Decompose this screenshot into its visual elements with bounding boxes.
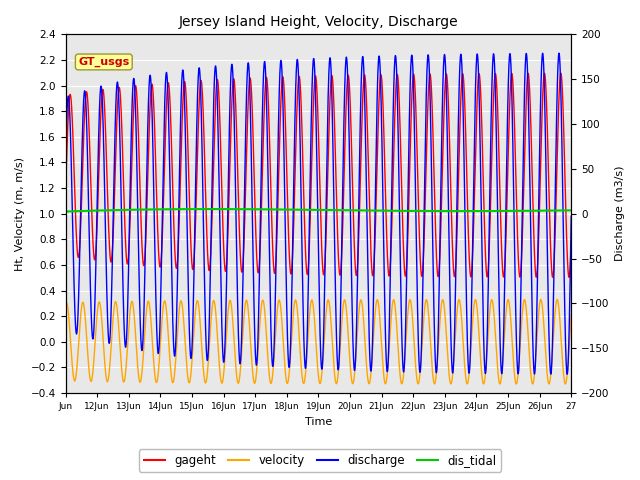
dis_tidal <box>255 206 262 212</box>
gageht <box>557 71 564 76</box>
gageht <box>439 149 447 155</box>
discharge <box>439 83 447 88</box>
discharge <box>555 50 563 56</box>
velocity <box>365 381 372 386</box>
Line: velocity: velocity <box>65 300 572 384</box>
Legend: gageht, velocity, discharge, dis_tidal: gageht, velocity, discharge, dis_tidal <box>139 449 501 472</box>
velocity <box>561 381 569 387</box>
Line: gageht: gageht <box>65 73 572 277</box>
velocity <box>154 377 161 383</box>
dis_tidal <box>61 209 69 215</box>
discharge <box>255 306 262 312</box>
discharge <box>477 210 485 216</box>
Line: dis_tidal: dis_tidal <box>65 209 572 212</box>
discharge <box>61 155 69 161</box>
gageht <box>365 179 372 185</box>
dis_tidal <box>390 208 398 214</box>
velocity <box>477 366 485 372</box>
velocity <box>568 312 575 318</box>
dis_tidal <box>439 208 447 214</box>
gageht <box>565 275 573 280</box>
Text: GT_usgs: GT_usgs <box>78 57 129 67</box>
dis_tidal <box>154 206 161 212</box>
discharge <box>563 372 571 377</box>
dis_tidal <box>477 208 485 214</box>
X-axis label: Time: Time <box>305 417 332 427</box>
discharge <box>568 214 575 219</box>
gageht <box>390 127 398 132</box>
velocity <box>255 338 262 344</box>
dis_tidal <box>568 207 575 213</box>
discharge <box>390 65 398 71</box>
gageht <box>61 188 69 194</box>
discharge <box>154 342 161 348</box>
velocity <box>390 299 398 304</box>
gageht <box>568 240 575 245</box>
Title: Jersey Island Height, Velocity, Discharge: Jersey Island Height, Velocity, Discharg… <box>179 15 458 29</box>
dis_tidal <box>365 208 372 214</box>
discharge <box>365 320 372 325</box>
gageht <box>154 218 161 224</box>
dis_tidal <box>206 206 214 212</box>
velocity <box>61 302 69 308</box>
Y-axis label: Discharge (m3/s): Discharge (m3/s) <box>615 166 625 262</box>
gageht <box>477 107 485 112</box>
gageht <box>255 268 262 274</box>
velocity <box>439 297 447 302</box>
Y-axis label: Ht, Velocity (m, m/s): Ht, Velocity (m, m/s) <box>15 156 25 271</box>
velocity <box>554 297 561 302</box>
Line: discharge: discharge <box>65 53 572 374</box>
